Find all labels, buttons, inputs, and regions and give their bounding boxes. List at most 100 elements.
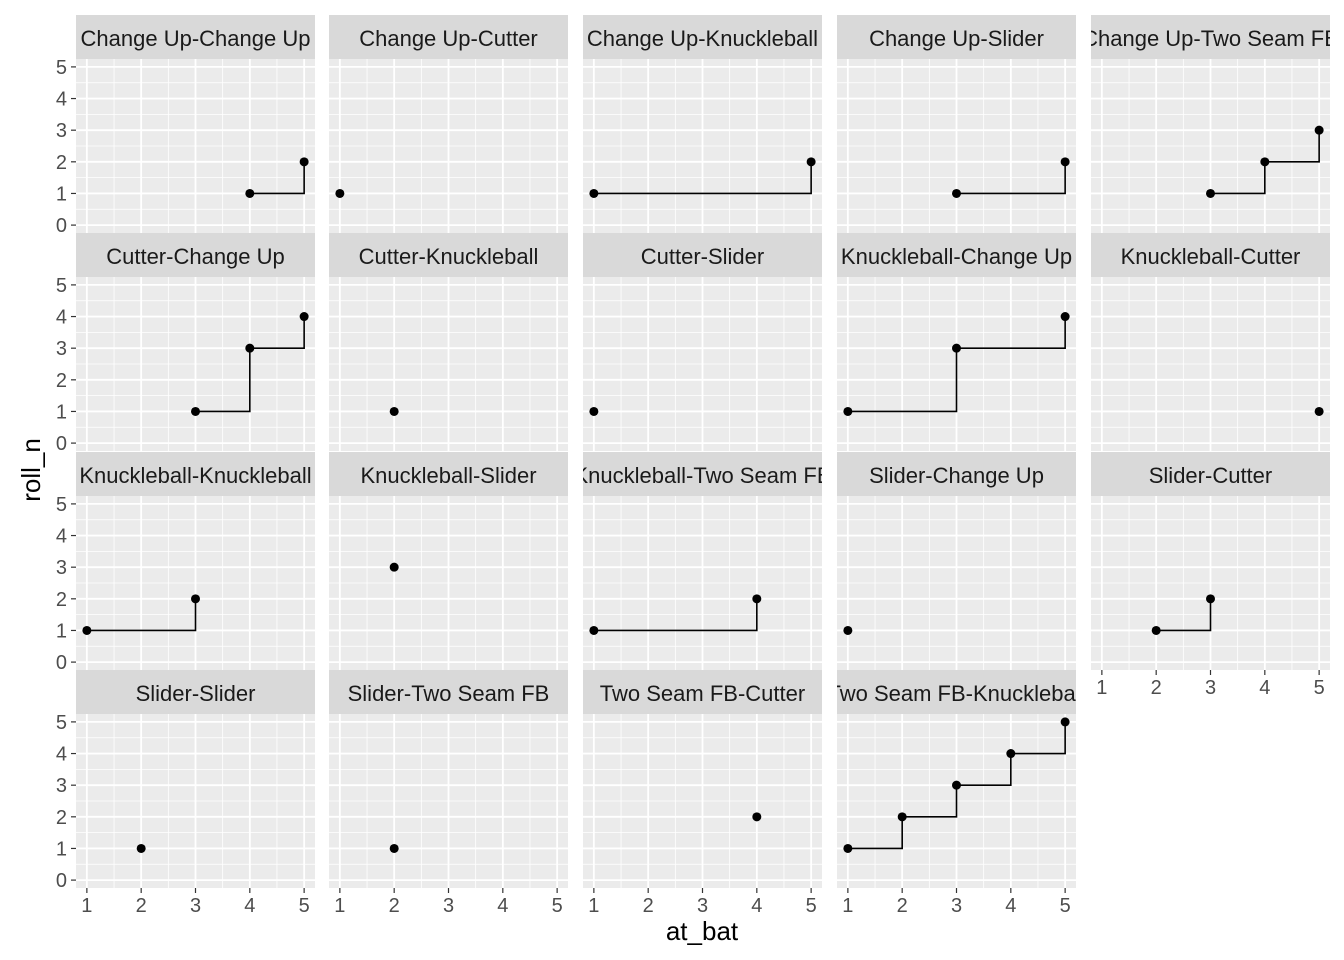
x-tick-label: 1 [81,895,92,917]
y-tick-label: 3 [56,120,67,142]
x-tick-label: 5 [552,895,563,917]
facet-panel: Cutter-Slider [583,233,822,451]
facet-strip-label: Slider-Slider [136,681,256,706]
y-tick-label: 3 [56,338,67,360]
y-tick-label: 5 [56,57,67,79]
y-axis-title: roll_n [16,438,46,502]
x-tick-label: 1 [1096,677,1107,699]
data-point [1206,594,1215,604]
x-tick-label: 2 [136,895,147,917]
step-line [1156,598,1212,632]
facet-strip [329,670,568,714]
x-tick-label: 2 [389,895,400,917]
y-tick-label: 4 [56,744,67,766]
step-line [956,161,1066,195]
facet-panel: Change Up-Two Seam FB [1082,15,1339,233]
data-point [1206,188,1215,198]
y-tick-label: 2 [56,589,67,611]
facet-strip [583,670,822,714]
y-tick-label: 1 [56,401,67,423]
x-tick-label: 4 [751,895,762,917]
y-tick-label: 2 [56,370,67,392]
facet-panel: Change Up-Cutter [329,15,568,233]
facet-strip [837,15,1076,59]
x-tick-label: 3 [443,895,454,917]
facet-panel: Change Up-Knuckleball [583,15,822,233]
x-tick-label: 4 [497,895,508,917]
data-point [952,188,961,198]
data-point [136,843,146,853]
facet-strip-label: Slider-Change Up [869,463,1044,488]
data-point [589,188,599,198]
data-point [389,843,399,853]
data-point [843,625,853,635]
x-tick-label: 5 [1314,677,1325,699]
data-point [897,812,907,822]
data-point [589,406,599,416]
x-tick-label: 5 [1060,895,1071,917]
y-tick-label: 5 [56,494,67,516]
facet-strip-label: Cutter-Slider [641,244,764,269]
facet-panel: Cutter-Knuckleball [329,233,568,451]
x-tick-label: 5 [299,895,310,917]
data-point [389,406,399,416]
step-line [593,598,758,632]
x-tick-label: 3 [190,895,201,917]
x-tick-label: 1 [842,895,853,917]
y-tick-label: 1 [56,620,67,642]
facet-panel: Knuckleball-Cutter [1091,233,1330,451]
y-tick-label: 3 [56,557,67,579]
data-point [1314,125,1324,135]
facet-strip-label: Knuckleball-Knuckleball [79,463,311,488]
data-point [299,157,309,167]
step-line [86,598,197,632]
facet-strip-label: Slider-Cutter [1149,463,1272,488]
data-point [1060,157,1070,167]
y-tick-label: 1 [56,183,67,205]
facet-strip [329,233,568,277]
facet-panel: Slider-Cutter 1 2 3 4 5 [1091,452,1330,699]
facet-strip [76,15,315,59]
facet-strip [583,15,822,59]
x-axis-title: at_bat [666,916,739,946]
y-tick-label: 4 [56,89,67,111]
facet-panel: Two Seam FB-Cutter 1 2 3 4 5 [583,670,822,917]
y-tick-label: 0 [56,652,67,674]
y-tick-label: 2 [56,152,67,174]
facet-strip [76,452,315,496]
data-point [952,343,961,353]
data-point [245,188,255,198]
x-tick-label: 4 [1005,895,1016,917]
facet-strip [583,233,822,277]
x-tick-label: 2 [897,895,908,917]
x-tick-label: 5 [806,895,817,917]
facet-strip [1091,233,1330,277]
y-tick-label: 5 [56,275,67,297]
facet-panel: Cutter-Change Up 0 1 2 3 4 5 [56,233,315,455]
x-tick-label: 3 [697,895,708,917]
data-point [191,406,200,416]
facet-strip-label: Change Up-Cutter [359,26,538,51]
data-point [299,312,309,322]
y-tick-label: 0 [56,215,67,237]
data-point [752,812,762,822]
data-point [843,406,853,416]
facet-strip [1091,15,1330,59]
facet-strip [329,15,568,59]
y-tick-label: 1 [56,838,67,860]
x-tick-label: 2 [1151,677,1162,699]
data-point [191,594,200,604]
facet-panel: Knuckleball-Knuckleball 0 1 2 3 4 5 [56,452,315,674]
facet-panel: Slider-Change Up [837,452,1076,670]
facet-strip-label: Change Up-Two Seam FB [1082,26,1339,51]
facet-strip-label: Two Seam FB-Knuckleball [828,681,1086,706]
facet-panel: Slider-Two Seam FB 1 2 3 4 5 [329,670,568,917]
data-point [806,157,816,167]
data-point [752,594,762,604]
step-line [249,161,305,195]
facet-strip-label: Knuckleball-Slider [360,463,536,488]
y-tick-label: 4 [56,307,67,329]
x-tick-label: 3 [951,895,962,917]
x-tick-label: 2 [643,895,654,917]
